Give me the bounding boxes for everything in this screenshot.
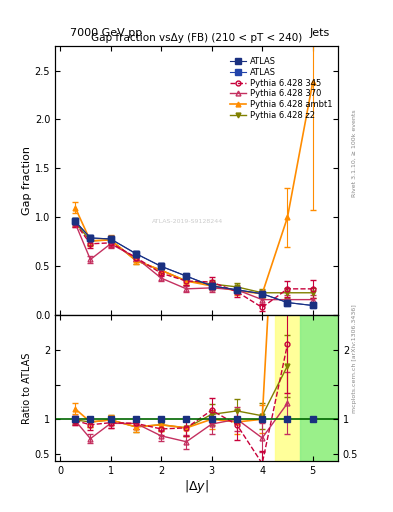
Text: 7000 GeV pp: 7000 GeV pp xyxy=(70,28,142,38)
Text: ATLAS-2019-S9128244: ATLAS-2019-S9128244 xyxy=(152,219,224,224)
X-axis label: $|\Delta y|$: $|\Delta y|$ xyxy=(184,478,209,496)
Text: mcplots.cern.ch [arXiv:1306.3436]: mcplots.cern.ch [arXiv:1306.3436] xyxy=(352,304,357,413)
Text: Jets: Jets xyxy=(310,28,330,38)
Legend: ATLAS, ATLAS, Pythia 6.428 345, Pythia 6.428 370, Pythia 6.428 ambt1, Pythia 6.4: ATLAS, ATLAS, Pythia 6.428 345, Pythia 6… xyxy=(228,56,334,121)
Y-axis label: Gap fraction: Gap fraction xyxy=(22,146,32,215)
Title: Gap fraction vsΔy (FB) (210 < pT < 240): Gap fraction vsΔy (FB) (210 < pT < 240) xyxy=(91,33,302,42)
Text: Rivet 3.1.10, ≥ 100k events: Rivet 3.1.10, ≥ 100k events xyxy=(352,110,357,198)
Y-axis label: Ratio to ATLAS: Ratio to ATLAS xyxy=(22,352,32,424)
